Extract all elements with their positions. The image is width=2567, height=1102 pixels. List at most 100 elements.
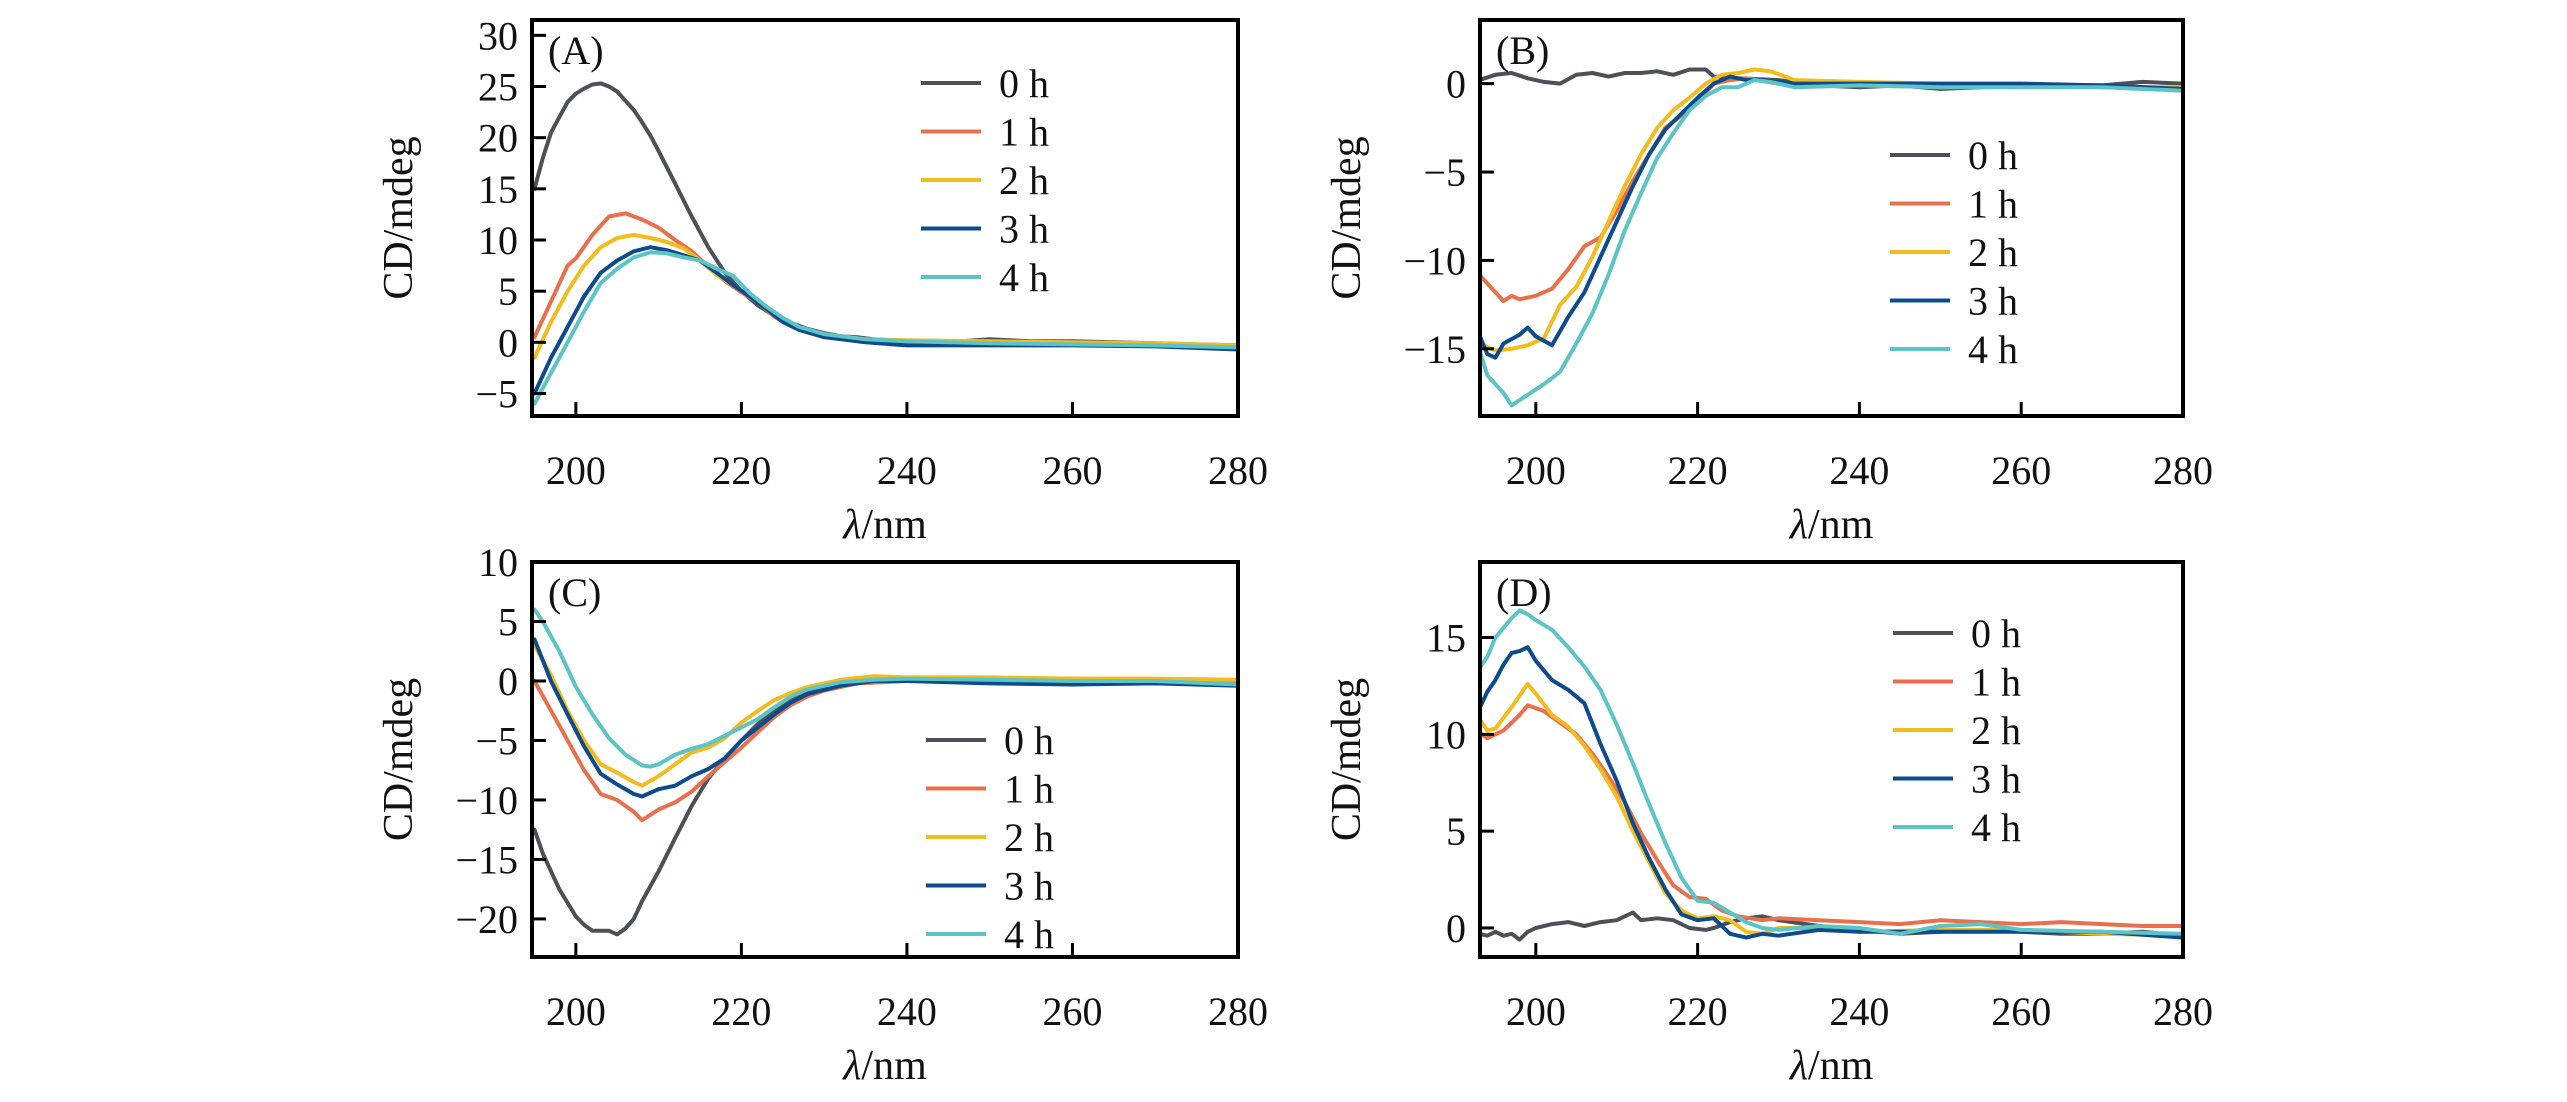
plot-frame (1478, 18, 2185, 418)
legend-item-1-h: 1 h (921, 110, 1049, 155)
panel-b: 200 220 240 260 280 −15 −10 −5 0 λ/nm CD/mdeg (B) 0 … (1324, 18, 2213, 548)
y-tick-label: 10 (478, 218, 518, 263)
plot-frame (530, 560, 1240, 959)
legend-item-4-h: 4 h (921, 255, 1049, 300)
series-line-3-h (1480, 74, 2183, 360)
x-tick-label: 220 (711, 448, 771, 493)
legend: 0 h1 h2 h3 h4 h (1893, 611, 2021, 850)
x-tick-label: 200 (546, 448, 606, 493)
series-line-0-h (532, 81, 1238, 348)
legend-item-3-h: 3 h (1893, 757, 2021, 802)
legend-label: 0 h (999, 61, 1049, 106)
series-line-3-h (1480, 645, 2183, 940)
x-tick-label: 200 (546, 989, 606, 1034)
legend-item-0-h: 0 h (926, 718, 1054, 763)
legend-item-0-h: 0 h (1890, 133, 2018, 178)
y-tick-label: −10 (1403, 238, 1466, 283)
y-tick-label: 0 (1446, 62, 1466, 107)
y-tick-label: −5 (475, 718, 518, 763)
series-line-4-h (532, 250, 1238, 406)
legend-item-4-h: 4 h (926, 912, 1054, 957)
panel-d: 200 220 240 260 280 0 5 10 15 λ/nm CD/mdeg (D) 0 h1 … (1324, 560, 2213, 1089)
y-axis-label: CD/mdeg (1324, 136, 1370, 299)
legend-label: 0 h (1971, 611, 2021, 656)
legend-item-3-h: 3 h (926, 864, 1054, 909)
series-line-3-h (532, 245, 1238, 396)
legend-label: 3 h (1004, 864, 1054, 909)
x-tick-label: 280 (2153, 989, 2213, 1034)
y-tick-label: 0 (498, 659, 518, 704)
legend-label: 4 h (999, 255, 1049, 300)
series-line-1-h (532, 211, 1238, 349)
legend: 0 h1 h2 h3 h4 h (926, 718, 1054, 957)
legend-label: 3 h (999, 207, 1049, 252)
legend-label: 4 h (1968, 327, 2018, 372)
x-axis-label: λ/nm (841, 1043, 927, 1089)
x-tick-label: 280 (2153, 448, 2213, 493)
y-tick-label: 10 (1426, 712, 1466, 757)
y-axis-label: CD/mdeg (376, 136, 422, 299)
y-tick-label: −5 (1423, 150, 1466, 195)
x-tick-label: 240 (877, 989, 937, 1034)
series-line-4-h (532, 607, 1238, 769)
y-tick-label: 0 (1446, 906, 1466, 951)
series-line-4-h (1480, 78, 2183, 408)
legend-label: 1 h (1004, 767, 1054, 812)
legend-label: 3 h (1968, 279, 2018, 324)
legend-item-0-h: 0 h (921, 61, 1049, 106)
x-tick-label: 220 (1668, 989, 1728, 1034)
panel-tag: (B) (1496, 28, 1549, 73)
y-axis-label: CD/mdeg (376, 678, 422, 841)
x-axis-label: λ/nm (1788, 502, 1874, 548)
plot-area (532, 81, 1238, 406)
x-axis-label: λ/nm (841, 502, 927, 548)
legend-label: 0 h (1004, 718, 1054, 763)
legend-label: 3 h (1971, 757, 2021, 802)
x-tick-label: 240 (1829, 989, 1889, 1034)
legend-item-1-h: 1 h (926, 767, 1054, 812)
legend-item-2-h: 2 h (921, 158, 1049, 203)
legend-item-0-h: 0 h (1893, 611, 2021, 656)
legend: 0 h1 h2 h3 h4 h (921, 61, 1049, 300)
series-line-0-h (532, 676, 1238, 937)
x-tick-label: 240 (1829, 448, 1889, 493)
y-tick-label: 5 (1446, 809, 1466, 854)
legend-item-4-h: 4 h (1890, 327, 2018, 372)
legend-label: 2 h (999, 158, 1049, 203)
series-line-1-h (1480, 703, 2183, 928)
panel-tag: (C) (548, 570, 601, 615)
x-tick-label: 260 (1991, 448, 2051, 493)
legend-item-3-h: 3 h (1890, 279, 2018, 324)
legend-label: 1 h (999, 110, 1049, 155)
plot-area (532, 607, 1238, 937)
y-tick-label: 15 (478, 167, 518, 212)
legend-label: 4 h (1004, 912, 1054, 957)
x-tick-label: 260 (1042, 448, 1102, 493)
series-line-3-h (532, 637, 1238, 799)
y-axis-label: CD/mdeg (1324, 678, 1370, 841)
series-line-4-h (1480, 608, 2183, 936)
x-tick-label: 200 (1506, 448, 1566, 493)
x-tick-label: 280 (1208, 448, 1268, 493)
x-tick-label: 240 (877, 448, 937, 493)
plot-area (1480, 67, 2183, 408)
x-tick-label: 280 (1208, 989, 1268, 1034)
legend-item-1-h: 1 h (1890, 182, 2018, 227)
y-tick-label: 30 (478, 13, 518, 58)
x-axis-label: λ/nm (1788, 1043, 1874, 1089)
y-tick-label: −15 (455, 837, 518, 882)
panel-tag: (A) (548, 28, 604, 73)
legend-label: 2 h (1004, 815, 1054, 860)
series-line-2-h (1480, 67, 2183, 353)
y-tick-label: 0 (498, 320, 518, 365)
y-tick-label: 15 (1426, 616, 1466, 661)
legend-item-2-h: 2 h (1890, 230, 2018, 275)
y-tick-label: −10 (455, 778, 518, 823)
plot-frame (530, 18, 1240, 418)
plot-area (1480, 608, 2183, 942)
legend-label: 2 h (1971, 708, 2021, 753)
legend-item-3-h: 3 h (921, 207, 1049, 252)
y-tick-label: −15 (1403, 327, 1466, 372)
legend-item-1-h: 1 h (1893, 660, 2021, 705)
